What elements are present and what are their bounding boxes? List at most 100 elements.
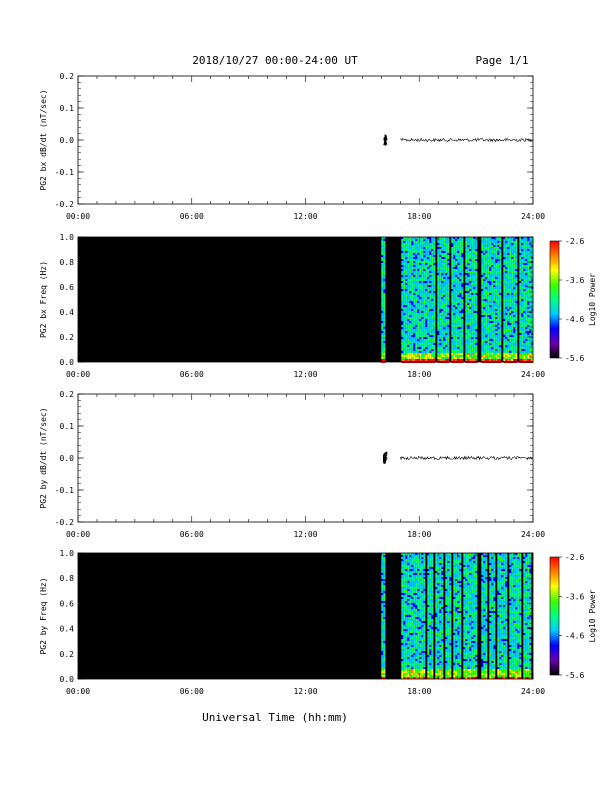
spectrogram-cell bbox=[411, 291, 414, 293]
spectrogram-cell bbox=[431, 277, 434, 279]
spectrogram-cell bbox=[419, 307, 422, 309]
spectrogram-cell bbox=[405, 313, 408, 315]
spectrogram-cell bbox=[481, 281, 484, 283]
spectrogram-cell bbox=[451, 253, 454, 255]
spectrogram-cell bbox=[409, 323, 412, 325]
spectrogram-cell bbox=[521, 279, 524, 281]
spectrogram-cell bbox=[443, 283, 446, 285]
spectrogram-cell bbox=[519, 273, 522, 275]
spectrogram-cell bbox=[467, 359, 470, 361]
spectrogram-cell bbox=[471, 263, 474, 265]
spectrogram-cell bbox=[403, 301, 406, 303]
spectrogram-cell bbox=[447, 315, 450, 317]
spectrogram-cell bbox=[381, 313, 384, 315]
spectrogram-cell bbox=[491, 239, 494, 241]
spectrogram-cell bbox=[425, 319, 428, 321]
spectrogram-cell bbox=[441, 333, 444, 335]
spectrogram-cell bbox=[417, 279, 420, 281]
spectrogram-cell bbox=[481, 337, 484, 339]
spectrogram-cell bbox=[437, 333, 440, 335]
spectrogram-cell bbox=[413, 645, 416, 647]
spectrogram-cell bbox=[441, 347, 444, 349]
spectrogram-cell bbox=[507, 249, 510, 251]
spectrogram-cell bbox=[429, 239, 432, 241]
spectrogram-cell bbox=[511, 251, 514, 253]
spectrogram-cell bbox=[431, 357, 434, 359]
spectrogram-cell bbox=[447, 287, 450, 289]
spectrogram-cell bbox=[515, 309, 518, 311]
spectrogram-cell bbox=[431, 325, 434, 327]
spectrogram-cell bbox=[407, 673, 410, 675]
spectrogram-cell bbox=[459, 325, 462, 327]
spectrogram-cell bbox=[507, 291, 510, 293]
spectrogram-cell bbox=[483, 335, 486, 337]
spectrogram-cell bbox=[483, 241, 486, 243]
spectrogram-cell bbox=[469, 279, 472, 281]
spectrogram-cell bbox=[469, 271, 472, 273]
spectrogram-cell bbox=[383, 293, 386, 295]
spectrogram-cell bbox=[481, 277, 484, 279]
spectrogram-cell bbox=[411, 277, 414, 279]
spectrogram-cell bbox=[519, 321, 522, 323]
spectrogram-cell bbox=[411, 585, 414, 587]
spectrogram-cell bbox=[405, 277, 408, 279]
spectrogram-cell bbox=[527, 313, 530, 315]
spectrogram-cell bbox=[513, 269, 516, 271]
spectrogram-cell bbox=[525, 261, 528, 263]
spectrogram-cell bbox=[473, 255, 476, 257]
spectrogram-cell bbox=[453, 311, 456, 313]
spectrogram-cell bbox=[531, 339, 534, 341]
spectrogram-cell bbox=[383, 349, 386, 351]
spectrogram-cell bbox=[473, 237, 476, 239]
spectrogram-cell bbox=[511, 343, 514, 345]
spectrogram-cell bbox=[497, 267, 500, 269]
spectrogram-cell bbox=[469, 243, 472, 245]
spectrogram-cell bbox=[519, 327, 522, 329]
spectrogram-cell bbox=[439, 307, 442, 309]
spectrogram-cell bbox=[383, 553, 386, 555]
spectrogram-cell bbox=[487, 275, 490, 277]
spectrogram-cell bbox=[497, 243, 500, 245]
spectrogram-cell bbox=[481, 263, 484, 265]
spectrogram-cell bbox=[405, 283, 408, 285]
spectrogram-cell bbox=[521, 277, 524, 279]
spectrogram-cell bbox=[403, 595, 406, 597]
spectrogram-cell bbox=[417, 299, 420, 301]
spectrogram-cell bbox=[425, 317, 428, 319]
spectrogram-cell bbox=[521, 339, 524, 341]
spectrogram-cell bbox=[421, 575, 424, 577]
spectrogram-cell bbox=[447, 331, 450, 333]
spectrogram-cell bbox=[445, 337, 448, 339]
spectrogram-cell bbox=[415, 629, 418, 631]
spectrogram-cell bbox=[465, 277, 468, 279]
spectrogram-cell bbox=[447, 237, 450, 239]
spectrogram-cell bbox=[495, 299, 498, 301]
spectrogram-cell bbox=[407, 609, 410, 611]
spectrogram-cell bbox=[401, 317, 404, 319]
spectrogram-cell bbox=[507, 315, 510, 317]
spectrogram-cell bbox=[509, 263, 512, 265]
spectrogram-cell bbox=[413, 639, 416, 641]
spectrogram-cell bbox=[471, 309, 474, 311]
spectrogram-cell bbox=[453, 239, 456, 241]
spectrogram-cell bbox=[421, 359, 424, 361]
spectrogram-cell bbox=[503, 283, 506, 285]
spectrogram-cell bbox=[417, 627, 420, 629]
spectrogram-cell bbox=[511, 335, 514, 337]
spectrogram-cell bbox=[511, 303, 514, 305]
spectrogram-cell bbox=[469, 311, 472, 313]
spectrogram-cell bbox=[405, 585, 408, 587]
spectrogram-cell bbox=[403, 589, 406, 591]
spectrogram-cell bbox=[413, 641, 416, 643]
spectrogram-cell bbox=[471, 293, 474, 295]
spectrogram-cell bbox=[413, 309, 416, 311]
spectrogram-cell bbox=[473, 297, 476, 299]
spectrogram-cell bbox=[455, 273, 458, 275]
spectrogram-cell bbox=[417, 257, 420, 259]
spectrogram-cell bbox=[411, 351, 414, 353]
spectrogram-cell bbox=[513, 303, 516, 305]
spectrogram-cell bbox=[519, 279, 522, 281]
spectrogram-cell bbox=[497, 247, 500, 249]
spectrogram-cell bbox=[381, 619, 384, 621]
spectrogram-cell bbox=[403, 315, 406, 317]
